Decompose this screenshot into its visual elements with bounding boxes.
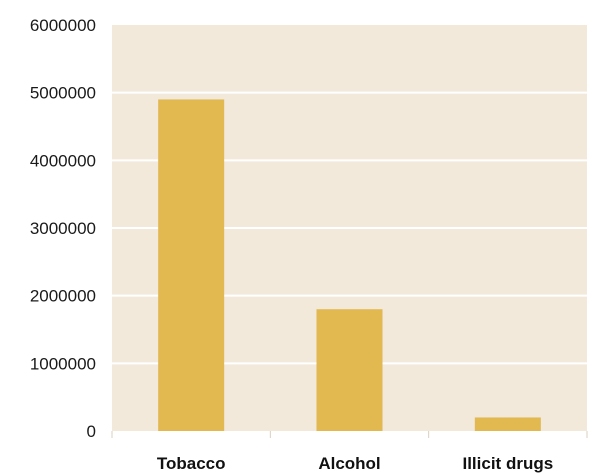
x-tick-label: Illicit drugs — [462, 454, 553, 473]
y-tick-label: 5000000 — [30, 84, 96, 103]
y-tick-label: 6000000 — [30, 16, 96, 35]
x-axis-category-labels: Tobacco Alcohol Illicit drugs — [157, 454, 553, 473]
bar-tobacco — [158, 99, 225, 431]
bar-alcohol — [316, 309, 383, 431]
y-tick-label: 1000000 — [30, 354, 96, 373]
y-tick-label: 2000000 — [30, 287, 96, 306]
bar-illicit-drugs — [474, 417, 541, 431]
y-tick-label: 3000000 — [30, 219, 96, 238]
category-separators — [111, 431, 588, 438]
bars — [158, 99, 541, 431]
x-tick-label: Alcohol — [318, 454, 380, 473]
y-tick-label: 0 — [87, 422, 96, 441]
y-axis-tick-labels: 0 1000000 2000000 3000000 4000000 5000000 6000… — [30, 16, 96, 441]
x-tick-label: Tobacco — [157, 454, 226, 473]
y-tick-label: 4000000 — [30, 151, 96, 170]
